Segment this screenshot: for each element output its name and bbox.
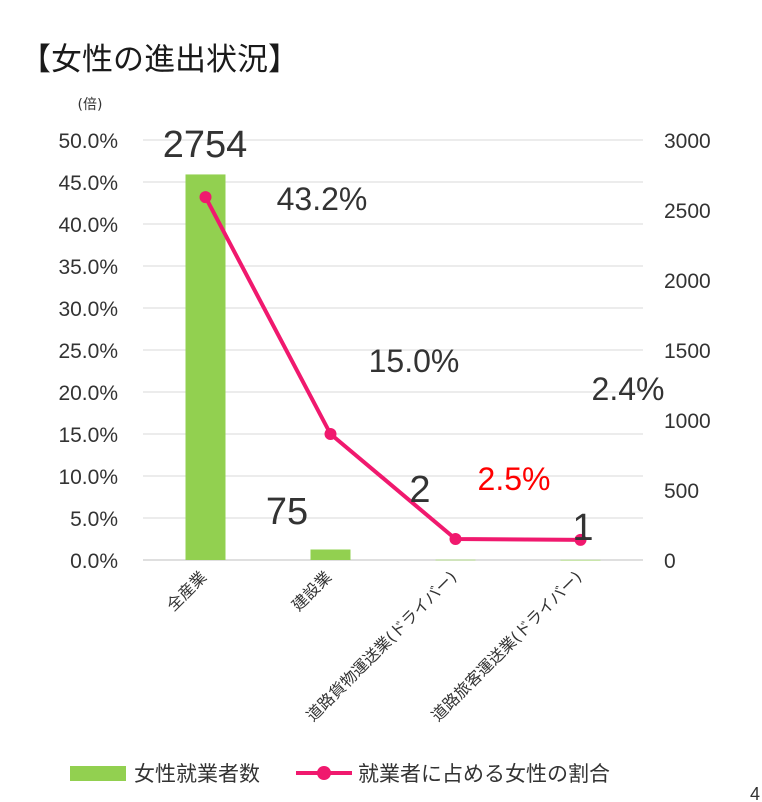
- legend: 女性就業者数 就業者に占める女性の割合: [70, 758, 610, 788]
- left-axis-tick-label: 50.0%: [58, 130, 118, 153]
- bar: [310, 549, 351, 560]
- legend-item-line: 就業者に占める女性の割合: [296, 758, 610, 788]
- right-axis: 0 500 1000 1500 2000 2500 3000: [664, 130, 711, 573]
- legend-item-bar: 女性就業者数: [70, 758, 260, 788]
- legend-bar-swatch: [70, 765, 126, 781]
- right-axis-tick-label: 3000: [664, 130, 711, 153]
- series-line: [203, 196, 581, 542]
- left-axis-tick-label: 35.0%: [58, 256, 118, 279]
- x-axis-tick-label: 建設業: [288, 567, 335, 614]
- legend-bar-label: 女性就業者数: [134, 762, 260, 786]
- data-labels: 2754 75 2 1 43.2% 15.0% 2.5% 2.4% 4: [163, 124, 760, 802]
- left-axis: 0.0% 5.0% 10.0% 15.0% 20.0% 25.0% 30.0% 35.0% 40…: [58, 97, 118, 573]
- bar: [435, 559, 476, 561]
- left-axis-tick-label: 20.0%: [58, 382, 118, 405]
- bar-data-label: 1: [572, 507, 593, 549]
- left-axis-tick-label: 40.0%: [58, 214, 118, 237]
- legend-line-label: 就業者に占める女性の割合: [358, 762, 610, 786]
- bar: [560, 559, 601, 561]
- left-axis-tick-label: 15.0%: [58, 424, 118, 447]
- legend-line-swatch: [296, 765, 352, 781]
- right-axis-tick-label: 0: [664, 550, 676, 573]
- bar-data-label: 75: [266, 491, 308, 533]
- bar-series: [185, 174, 601, 561]
- line-point: [324, 428, 337, 440]
- bar: [185, 174, 226, 560]
- page-number: 4: [750, 784, 760, 802]
- right-axis-tick-label: 1500: [664, 340, 711, 363]
- line-data-label: 2.5%: [478, 461, 551, 497]
- grid-lines: [143, 139, 643, 561]
- line-point: [199, 191, 212, 204]
- left-axis-tick-label: 0.0%: [70, 550, 118, 573]
- left-axis-tick-label: 30.0%: [58, 298, 118, 321]
- x-axis-tick-label: 道路旅客運送業(ドライバー): [428, 567, 586, 725]
- line-point: [449, 533, 462, 545]
- page-title: 【女性の進出状況】: [20, 42, 299, 78]
- line-series: [199, 191, 587, 546]
- right-axis-tick-label: 1000: [664, 410, 711, 433]
- line-point: [574, 533, 587, 546]
- bar-data-label: 2: [409, 469, 430, 511]
- left-axis-tick-label: 45.0%: [58, 172, 118, 195]
- right-axis-tick-label: 2000: [664, 270, 711, 293]
- left-axis-unit-label: (倍): [78, 97, 103, 113]
- left-axis-tick-label: 5.0%: [70, 508, 118, 531]
- line-data-label: 43.2%: [277, 181, 368, 217]
- left-axis-tick-label: 10.0%: [58, 466, 118, 489]
- left-axis-tick-label: 25.0%: [58, 340, 118, 363]
- line-data-label: 15.0%: [369, 343, 460, 379]
- bar-data-label: 2754: [163, 124, 248, 166]
- x-axis-tick-label: 全産業: [163, 567, 210, 614]
- right-axis-tick-label: 500: [664, 480, 699, 503]
- right-axis-tick-label: 2500: [664, 200, 711, 223]
- line-data-label: 2.4%: [592, 371, 665, 407]
